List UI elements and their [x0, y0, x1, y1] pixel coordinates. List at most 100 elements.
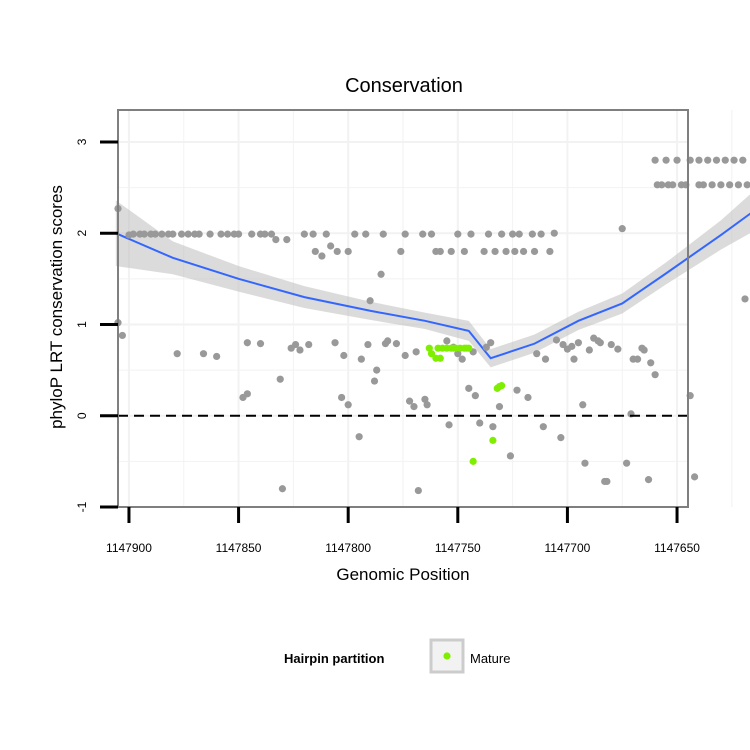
point-other-46 — [331, 339, 339, 347]
point-mature-18 — [498, 382, 506, 390]
point-other-136 — [633, 355, 642, 363]
point-other-12 — [173, 350, 181, 358]
y-tick-label-0: -1 — [75, 501, 89, 512]
point-other-66 — [401, 351, 409, 360]
point-other-29 — [256, 340, 265, 348]
point-other-32 — [272, 235, 280, 244]
point-other-48 — [338, 393, 346, 402]
point-other-130 — [607, 340, 615, 349]
point-other-163 — [730, 156, 738, 164]
point-other-93 — [484, 230, 493, 238]
point-other-91 — [480, 247, 488, 256]
point-other-40 — [305, 340, 313, 349]
point-other-71 — [414, 486, 422, 495]
point-other-27 — [248, 230, 256, 238]
point-other-113 — [546, 247, 554, 256]
point-other-9 — [158, 230, 166, 238]
point-other-138 — [640, 346, 648, 354]
point-other-55 — [362, 230, 370, 238]
point-other-95 — [489, 423, 497, 431]
point-other-30 — [261, 230, 269, 238]
point-other-47 — [333, 247, 341, 256]
point-other-2 — [118, 331, 126, 340]
point-other-18 — [206, 230, 214, 238]
smooth-line-layer — [115, 212, 750, 360]
point-other-166 — [741, 295, 749, 303]
point-other-69 — [410, 403, 418, 411]
point-other-86 — [465, 384, 473, 392]
point-other-102 — [511, 247, 519, 256]
y-tick-label-4: 3 — [75, 138, 89, 145]
point-other-17 — [199, 350, 208, 358]
point-mature-14 — [469, 457, 477, 465]
y-tick-label-1: 0 — [75, 412, 89, 419]
legend: Hairpin partition Mature — [284, 638, 510, 674]
point-other-54 — [357, 355, 365, 363]
point-other-45 — [327, 242, 335, 250]
point-other-103 — [513, 386, 521, 394]
point-other-38 — [296, 346, 304, 354]
point-other-34 — [278, 485, 287, 493]
point-other-140 — [647, 359, 655, 367]
point-other-139 — [644, 476, 653, 484]
point-other-70 — [412, 348, 420, 356]
point-other-153 — [690, 473, 699, 481]
point-other-35 — [283, 235, 291, 244]
point-other-67 — [401, 230, 409, 238]
point-other-84 — [458, 355, 466, 363]
x-axis: 1147900 1147850 1147800 1147750 1147700 11476… — [106, 507, 700, 555]
point-other-80 — [447, 247, 455, 256]
point-other-92 — [482, 343, 490, 351]
point-other-100 — [506, 452, 515, 460]
point-other-68 — [405, 397, 414, 405]
point-other-147 — [669, 181, 677, 189]
point-other-51 — [344, 401, 352, 409]
point-mature-4 — [436, 354, 444, 362]
confidence-band — [115, 194, 750, 368]
point-other-101 — [509, 230, 517, 238]
point-other-49 — [340, 351, 348, 360]
point-other-42 — [311, 247, 319, 256]
point-other-56 — [364, 340, 372, 349]
legend-label-mature: Mature — [470, 651, 510, 666]
point-other-82 — [454, 230, 462, 238]
point-other-116 — [557, 434, 565, 442]
point-other-161 — [721, 156, 729, 164]
point-mature-15 — [489, 436, 497, 444]
point-other-109 — [533, 350, 541, 358]
point-other-6 — [140, 230, 148, 238]
point-other-117 — [559, 340, 567, 349]
point-other-79 — [445, 421, 453, 429]
point-other-142 — [651, 156, 659, 164]
point-other-123 — [581, 459, 589, 467]
point-other-77 — [436, 247, 444, 256]
legend-title: Hairpin partition — [284, 651, 384, 666]
point-other-65 — [397, 247, 405, 256]
point-other-106 — [524, 393, 532, 402]
point-other-44 — [322, 230, 330, 238]
chart-title: Conservation — [345, 75, 463, 97]
point-other-41 — [309, 230, 317, 238]
point-other-85 — [460, 247, 468, 256]
point-other-119 — [568, 342, 576, 350]
point-other-73 — [421, 395, 429, 403]
point-other-110 — [537, 230, 545, 238]
point-other-64 — [392, 340, 401, 348]
point-other-122 — [579, 401, 587, 409]
point-other-74 — [423, 401, 431, 409]
point-other-162 — [726, 181, 734, 189]
point-other-59 — [373, 366, 381, 374]
point-other-120 — [570, 355, 578, 363]
point-other-89 — [471, 392, 479, 400]
point-other-155 — [695, 156, 703, 164]
point-other-78 — [443, 337, 451, 345]
point-other-99 — [502, 247, 510, 256]
point-other-105 — [519, 247, 528, 256]
point-other-21 — [224, 230, 232, 238]
smooth-line — [115, 212, 750, 360]
x-tick-label-1: 1147850 — [216, 541, 262, 555]
point-other-108 — [530, 247, 539, 256]
point-other-141 — [651, 371, 659, 379]
x-tick-label-0: 1147900 — [106, 541, 152, 555]
point-other-158 — [708, 181, 716, 189]
